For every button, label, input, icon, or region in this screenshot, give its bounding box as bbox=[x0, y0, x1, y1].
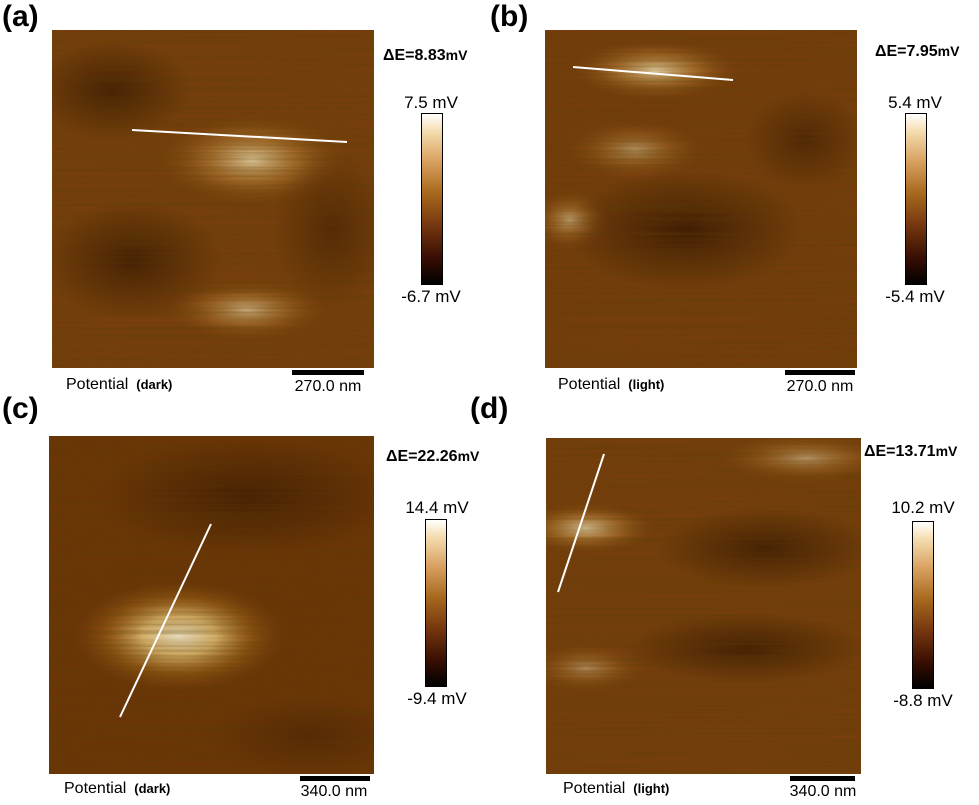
potential-map-image bbox=[52, 30, 374, 368]
scale-bar bbox=[785, 370, 855, 375]
colorbar bbox=[905, 113, 927, 285]
scale-bar bbox=[292, 370, 364, 375]
delta-e-value: ΔE=22.26mV bbox=[386, 448, 480, 465]
potential-map-svg bbox=[49, 436, 374, 774]
panel-b: (b) ΔE=7.95mV 5.4 mV -5.4 mV Potential (l… bbox=[490, 0, 979, 402]
colorbar-max-label: 14.4 mV bbox=[405, 498, 469, 517]
scale-bar bbox=[300, 776, 370, 781]
colorbar bbox=[912, 521, 934, 689]
scale-bar-label: 270.0 nm bbox=[786, 378, 854, 395]
panel-label: (c) bbox=[2, 392, 39, 425]
panel-a: (a) ΔE=8.83mV 7.5 mV -6.7 mV Potential (d… bbox=[0, 0, 489, 402]
image-caption: Potential (dark) bbox=[64, 780, 171, 797]
colorbar-max-label: 5.4 mV bbox=[888, 93, 942, 112]
line-profile bbox=[572, 66, 734, 81]
panel-label: (b) bbox=[490, 0, 529, 33]
colorbar bbox=[421, 113, 443, 285]
line-profile bbox=[131, 129, 348, 143]
image-caption: Potential (dark) bbox=[66, 376, 173, 393]
potential-map-svg bbox=[546, 438, 861, 774]
colorbar-min-label: -9.4 mV bbox=[407, 689, 467, 708]
panel-c: (c) ΔE=22.26mV 14.4 mV -9.4 mV Potential… bbox=[0, 394, 489, 804]
line-profile bbox=[119, 523, 212, 718]
colorbar bbox=[425, 519, 447, 687]
potential-map-image bbox=[546, 438, 861, 774]
image-caption: Potential (light) bbox=[558, 376, 665, 393]
delta-e-value: ΔE=7.95mV bbox=[875, 43, 960, 60]
panel-label: (d) bbox=[470, 392, 509, 425]
delta-e-value: ΔE=8.83mV bbox=[383, 47, 468, 64]
potential-map-image bbox=[545, 30, 857, 368]
colorbar-min-label: -6.7 mV bbox=[401, 287, 461, 306]
scale-bar-label: 340.0 nm bbox=[300, 783, 368, 800]
image-caption: Potential (light) bbox=[563, 780, 670, 797]
scale-bar bbox=[790, 776, 855, 781]
colorbar-min-label: -8.8 mV bbox=[893, 691, 953, 710]
panel-d: (d) ΔE=13.71mV 10.2 mV -8.8 mV Potential… bbox=[470, 394, 979, 804]
scale-bar-label: 340.0 nm bbox=[789, 783, 857, 800]
potential-map-svg bbox=[545, 30, 857, 368]
colorbar-max-label: 10.2 mV bbox=[891, 498, 955, 517]
potential-map-image bbox=[49, 436, 374, 774]
potential-map-svg bbox=[52, 30, 374, 368]
colorbar-max-label: 7.5 mV bbox=[404, 93, 458, 112]
line-profile bbox=[557, 453, 605, 593]
panel-label: (a) bbox=[2, 0, 39, 33]
colorbar-min-label: -5.4 mV bbox=[885, 287, 945, 306]
scale-bar-label: 270.0 nm bbox=[294, 378, 362, 395]
delta-e-value: ΔE=13.71mV bbox=[864, 443, 958, 460]
